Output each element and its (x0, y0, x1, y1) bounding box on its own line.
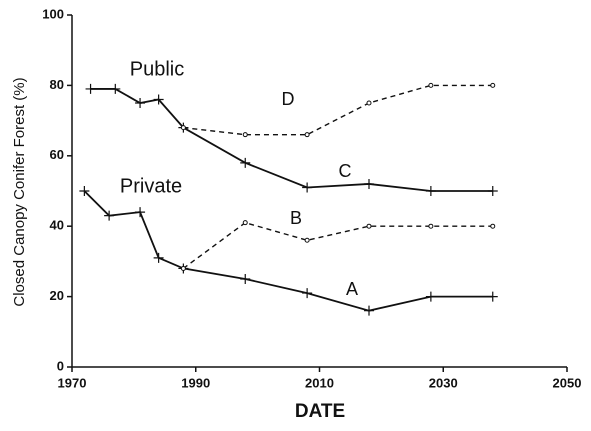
x-tick-label: 1970 (58, 375, 87, 390)
series-label: A (346, 279, 358, 299)
marker (104, 210, 115, 221)
marker (85, 83, 96, 94)
marker (487, 291, 498, 302)
series-label: D (282, 89, 295, 109)
marker (135, 98, 146, 108)
marker (302, 288, 313, 299)
marker (490, 223, 496, 229)
line (90, 88, 493, 192)
marker (153, 252, 164, 263)
y-tick-label: 0 (57, 358, 64, 373)
marker (242, 220, 248, 226)
marker (135, 207, 146, 218)
series-label: C (339, 161, 352, 181)
marker (425, 291, 436, 302)
marker (428, 82, 434, 88)
x-axis-label: DATE (295, 401, 345, 422)
marker (242, 132, 248, 138)
line (182, 221, 493, 270)
x-tick-label: 1990 (181, 375, 210, 390)
y-tick-label: 40 (50, 218, 64, 233)
marker (304, 132, 310, 138)
x-tick-label: 2010 (305, 375, 334, 390)
marker (366, 223, 372, 229)
annotation: Private (120, 175, 182, 197)
marker (240, 157, 251, 168)
marker (79, 186, 90, 196)
marker (110, 83, 121, 94)
marker (364, 178, 374, 189)
marker (180, 125, 186, 131)
marker (302, 182, 313, 193)
marker (364, 305, 374, 316)
y-tick-label: 100 (42, 6, 64, 21)
marker (425, 186, 436, 196)
x-tick-label: 2030 (429, 375, 458, 390)
x-tick-label: 2050 (553, 375, 582, 390)
y-tick-label: 60 (50, 147, 64, 162)
marker (366, 100, 372, 106)
series-label: B (290, 208, 302, 228)
marker (153, 94, 164, 105)
annotation: Public (130, 58, 184, 80)
marker (240, 274, 251, 284)
y-axis-label: Closed Canopy Conifer Forest (%) (11, 77, 28, 306)
y-tick-label: 20 (50, 288, 64, 303)
marker (487, 186, 498, 196)
y-tick-label: 80 (50, 77, 64, 92)
line (183, 84, 493, 136)
line (83, 190, 493, 312)
marker (490, 82, 496, 88)
marker (428, 223, 434, 229)
marker (304, 237, 310, 243)
marker (180, 265, 186, 271)
